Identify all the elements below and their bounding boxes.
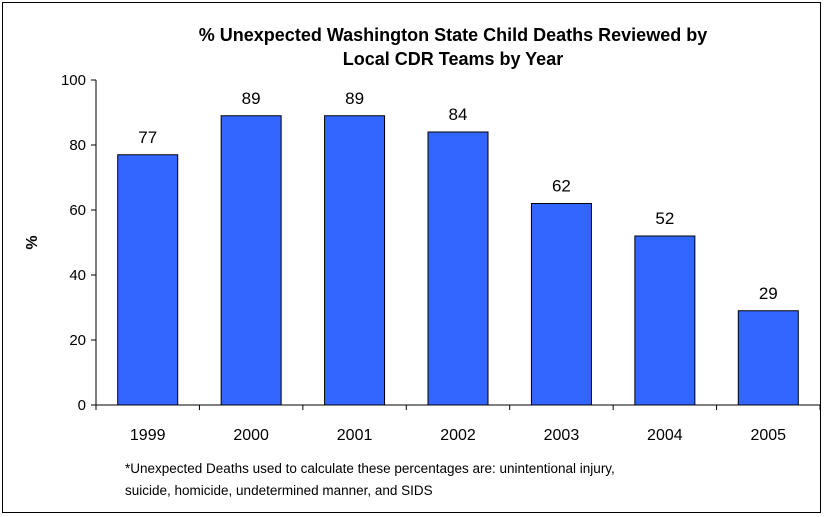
data-label-2002: 84 <box>449 105 468 124</box>
data-label-2004: 52 <box>655 209 674 228</box>
bar-chart: 0 20 40 60 80 100% 77 1999 89 2000 89 2001 84 2002 62… <box>24 72 821 444</box>
data-label-2005: 29 <box>759 284 778 303</box>
chart-axes: 0 20 40 60 80 100% <box>24 72 821 414</box>
data-label-2003: 62 <box>552 177 571 196</box>
footnote-line-1: *Unexpected Deaths used to calculate the… <box>125 461 615 476</box>
y-tick-label: 0 <box>78 397 86 414</box>
chart-title: % Unexpected Washington State Child Deat… <box>73 23 825 71</box>
bar-2004 <box>634 235 696 406</box>
y-tick-label: 80 <box>69 137 86 154</box>
bar-2003 <box>530 203 592 406</box>
chart-footnote: *Unexpected Deaths used to calculate the… <box>125 458 805 502</box>
chart-title-line-2: Local CDR Teams by Year <box>342 49 564 69</box>
footnote-line-2: suicide, homicide, undetermined manner, … <box>125 483 433 498</box>
y-tick-label: 60 <box>69 202 86 219</box>
data-label-2001: 89 <box>345 89 364 108</box>
chart-bars <box>117 115 799 406</box>
chart-title-line-1: % Unexpected Washington State Child Deat… <box>198 25 708 45</box>
chart-labels: 77 1999 89 2000 89 2001 84 2002 62 2003 52 2004 29 20… <box>130 89 786 444</box>
data-label-2000: 89 <box>242 89 261 108</box>
x-tick-label-2002: 2002 <box>440 427 476 444</box>
bar-2005 <box>737 310 799 406</box>
data-label-1999: 77 <box>138 128 157 147</box>
bar-2000 <box>220 115 282 406</box>
x-tick-label-2003: 2003 <box>544 427 580 444</box>
x-tick-label-2005: 2005 <box>750 427 786 444</box>
y-tick-label: 100 <box>61 72 86 89</box>
bar-1999 <box>117 154 179 406</box>
x-tick-label-2000: 2000 <box>233 427 269 444</box>
x-tick-label-2001: 2001 <box>337 427 373 444</box>
y-tick-label: 20 <box>69 332 86 349</box>
y-axis-title: % <box>24 235 41 249</box>
bar-2001 <box>324 115 386 406</box>
y-tick-label: 40 <box>69 267 86 284</box>
x-tick-label-2004: 2004 <box>647 427 683 444</box>
x-tick-label-1999: 1999 <box>130 427 166 444</box>
bar-2002 <box>427 131 489 406</box>
